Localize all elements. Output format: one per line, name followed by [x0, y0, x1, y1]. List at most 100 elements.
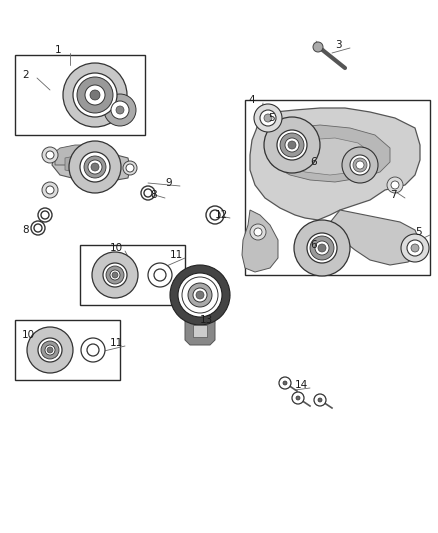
Circle shape — [38, 208, 52, 222]
Circle shape — [277, 130, 307, 160]
Text: 8: 8 — [22, 225, 28, 235]
Text: 1: 1 — [55, 45, 62, 55]
Circle shape — [92, 252, 138, 298]
Circle shape — [310, 236, 334, 260]
Circle shape — [91, 163, 99, 171]
Text: 6: 6 — [310, 157, 317, 167]
Circle shape — [45, 345, 55, 355]
Circle shape — [407, 240, 423, 256]
Text: 10: 10 — [110, 243, 123, 253]
Polygon shape — [65, 155, 115, 175]
Circle shape — [391, 181, 399, 189]
Circle shape — [250, 224, 266, 240]
Text: 4: 4 — [248, 95, 254, 105]
Circle shape — [41, 211, 49, 219]
Circle shape — [288, 141, 296, 149]
Text: 11: 11 — [170, 250, 183, 260]
Circle shape — [307, 233, 337, 263]
Circle shape — [318, 244, 326, 252]
Polygon shape — [55, 145, 110, 165]
Circle shape — [42, 147, 58, 163]
Circle shape — [260, 110, 276, 126]
Circle shape — [88, 160, 102, 174]
Circle shape — [144, 189, 152, 197]
Circle shape — [264, 117, 320, 173]
Text: 2: 2 — [22, 70, 28, 80]
Circle shape — [126, 164, 134, 172]
Circle shape — [123, 161, 137, 175]
Circle shape — [206, 206, 224, 224]
Polygon shape — [250, 108, 420, 220]
Circle shape — [46, 186, 54, 194]
Circle shape — [170, 265, 230, 325]
Text: 10: 10 — [22, 330, 35, 340]
Circle shape — [318, 398, 322, 402]
Text: 5: 5 — [415, 227, 422, 237]
Circle shape — [356, 161, 364, 169]
Circle shape — [387, 177, 403, 193]
Text: 11: 11 — [110, 338, 123, 348]
Circle shape — [210, 210, 220, 220]
Text: 5: 5 — [268, 113, 275, 123]
Circle shape — [80, 152, 110, 182]
Circle shape — [87, 344, 99, 356]
Polygon shape — [278, 138, 370, 175]
Circle shape — [46, 151, 54, 159]
Polygon shape — [328, 210, 420, 265]
Circle shape — [296, 396, 300, 400]
Circle shape — [103, 263, 127, 287]
Circle shape — [313, 42, 323, 52]
Circle shape — [41, 341, 59, 359]
Text: 8: 8 — [150, 190, 157, 200]
Circle shape — [264, 114, 272, 122]
Bar — [15, 320, 120, 380]
Circle shape — [254, 228, 262, 236]
Polygon shape — [72, 100, 125, 122]
Bar — [80, 245, 185, 305]
Circle shape — [292, 392, 304, 404]
Polygon shape — [242, 210, 278, 272]
Circle shape — [34, 224, 42, 232]
Circle shape — [148, 263, 172, 287]
Circle shape — [141, 186, 155, 200]
Circle shape — [42, 182, 58, 198]
Circle shape — [63, 63, 127, 127]
Circle shape — [315, 241, 329, 255]
Circle shape — [69, 141, 121, 193]
Circle shape — [342, 147, 378, 183]
Circle shape — [314, 394, 326, 406]
Circle shape — [279, 377, 291, 389]
Circle shape — [188, 283, 212, 307]
Circle shape — [283, 381, 287, 385]
Circle shape — [110, 270, 120, 280]
Circle shape — [178, 273, 222, 317]
Circle shape — [116, 106, 124, 114]
Text: 14: 14 — [295, 380, 308, 390]
Circle shape — [47, 347, 53, 353]
Circle shape — [73, 73, 117, 117]
Polygon shape — [185, 315, 215, 345]
Polygon shape — [265, 125, 390, 182]
Circle shape — [81, 338, 105, 362]
Circle shape — [77, 77, 113, 113]
Circle shape — [27, 327, 73, 373]
Circle shape — [196, 291, 204, 299]
Circle shape — [154, 269, 166, 281]
Circle shape — [38, 338, 62, 362]
Circle shape — [401, 234, 429, 262]
Bar — [15, 55, 145, 135]
Circle shape — [85, 85, 105, 105]
Text: 3: 3 — [335, 40, 342, 50]
Circle shape — [411, 244, 419, 252]
Circle shape — [193, 288, 207, 302]
Text: 7: 7 — [390, 190, 397, 200]
Circle shape — [182, 277, 218, 313]
Text: 13: 13 — [200, 315, 213, 325]
Circle shape — [353, 158, 367, 172]
Circle shape — [106, 266, 124, 284]
Circle shape — [104, 94, 136, 126]
Bar — [245, 100, 430, 275]
Polygon shape — [52, 148, 130, 182]
Circle shape — [254, 104, 282, 132]
Text: 12: 12 — [215, 210, 228, 220]
